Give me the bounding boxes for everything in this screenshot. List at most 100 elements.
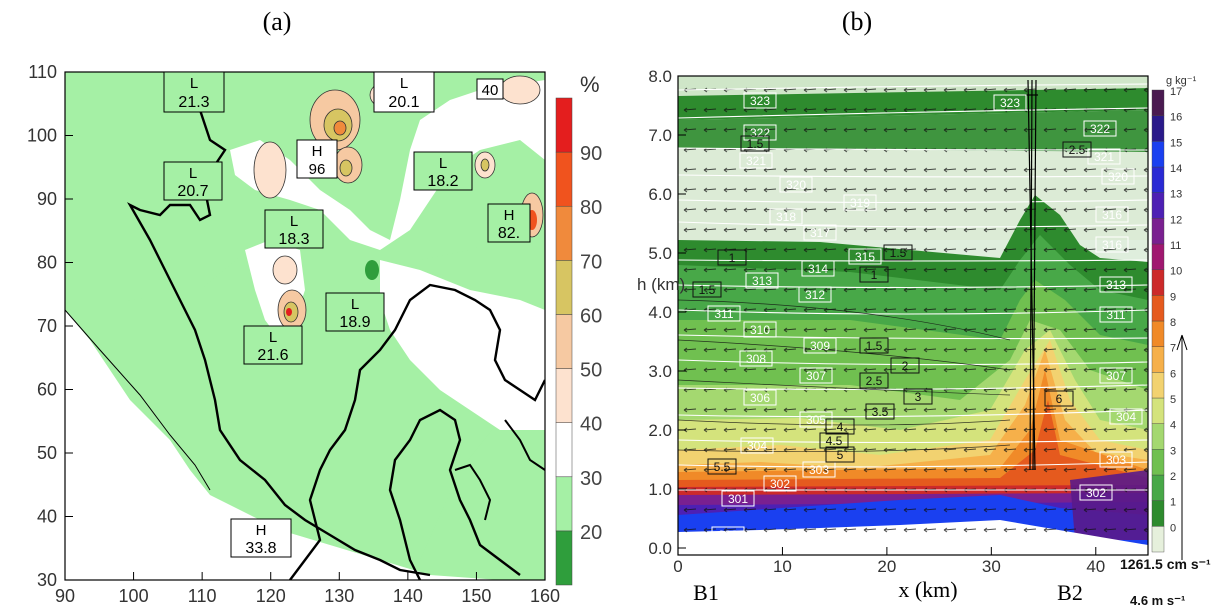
theta-label-box (769, 208, 803, 225)
colorbar-swatch (1151, 474, 1165, 501)
theta-label: 310 (750, 323, 770, 337)
theta-label: 321 (746, 154, 766, 168)
q-label: 6 (1056, 392, 1063, 406)
colorbar-tick-label: 6 (1170, 368, 1176, 380)
q-label-box (825, 418, 855, 435)
q-label: 4 (837, 420, 844, 434)
theta-label: 315 (855, 250, 875, 264)
y-tick-label: 40 (37, 507, 57, 527)
q-label-box (903, 388, 933, 405)
q-label-box (1044, 390, 1074, 407)
colorbar-swatch (555, 530, 573, 586)
y-tick-label: 70 (37, 316, 57, 336)
svg-text:H: H (504, 207, 515, 224)
colorbar-swatch (1151, 372, 1165, 399)
theta-label-box (848, 248, 882, 265)
theta-label-box (779, 176, 813, 193)
theta-label-box (1079, 484, 1113, 501)
q-label: 2.5 (866, 374, 883, 388)
y-tick-label: 60 (37, 380, 57, 400)
theta-label-box (798, 286, 832, 303)
y-tick-label: 6.0 (648, 185, 672, 204)
svg-text:L: L (351, 296, 359, 313)
annotation-box-l-21-3: L 21.3 (163, 71, 225, 113)
colorbar-swatch (555, 260, 573, 315)
theta-label: 307 (806, 369, 826, 383)
theta-label-box (743, 124, 777, 141)
white-region-sw (65, 310, 500, 580)
svg-text:20.1: 20.1 (388, 94, 419, 111)
x-tick-label: 130 (324, 586, 354, 606)
annotation-box-l-18-9: L 18.9 (325, 292, 385, 332)
theta-label-box (711, 526, 745, 543)
colorbar-swatch (1151, 449, 1165, 476)
panel-a-map: L 21.3 L 20.1 40 H 96 L 18.2 L 20.7 (27, 62, 560, 606)
q-label: 5.5 (714, 460, 731, 474)
q-label: 2 (902, 359, 909, 373)
y-tick-label: 7.0 (648, 126, 672, 145)
svg-text:L: L (439, 155, 447, 172)
colorbar-swatch (555, 476, 573, 532)
panel-b-b2-label: B2 (1057, 580, 1083, 605)
q-label: 2.5 (1069, 143, 1086, 157)
theta-label-box (707, 305, 741, 322)
colorbar-tick-label: 1 (1170, 497, 1176, 509)
svg-text:40: 40 (482, 82, 499, 99)
theta-label: 320 (786, 178, 806, 192)
panel-a-label: (a) (263, 7, 292, 36)
colorbar-tick-label: 60 (580, 305, 602, 327)
q-label: 5 (837, 448, 844, 462)
annotation-box-h-33-8: H 33.8 (230, 518, 292, 558)
q-label-box (859, 372, 889, 389)
x-tick-label: 150 (461, 586, 491, 606)
annotation-box-l-18-2: L 18.2 (413, 151, 473, 191)
theta-label-box (802, 461, 836, 478)
x-tick-label: 10 (773, 557, 792, 576)
x-tick-label: 100 (119, 586, 149, 606)
svg-text:96: 96 (309, 161, 326, 178)
colorbar-tick-label: 8 (1170, 317, 1176, 329)
svg-text:L: L (189, 165, 197, 182)
colorbar-tick-label: 40 (580, 414, 602, 436)
y-tick-label: 30 (37, 570, 57, 590)
theta-label-box (799, 367, 833, 384)
annotation-box-l-20-1: L 20.1 (373, 71, 435, 113)
vector-scale-vertical: 4.6 m s⁻¹ (1130, 593, 1185, 608)
x-tick-label: 160 (530, 586, 560, 606)
colorbar-tick-label: 15 (1170, 137, 1182, 149)
colorbar-swatch (1151, 320, 1165, 347)
x-tick-label: 110 (188, 586, 217, 606)
colorbar-tick-label: 10 (1170, 266, 1182, 278)
svg-text:20.7: 20.7 (177, 183, 208, 200)
vector-scale-horizontal: 1261.5 cm s⁻¹ (1120, 556, 1211, 572)
q-label: 1.5 (890, 246, 907, 260)
panel-b-ylabel: h (km) (637, 275, 685, 294)
q-label: 1.5 (747, 137, 764, 151)
panel-a-colorbar-unit: % (580, 72, 600, 97)
y-tick-label: 8.0 (648, 67, 672, 86)
svg-text:18.3: 18.3 (278, 231, 309, 248)
theta-label-box (1099, 306, 1133, 323)
q-label-box (859, 337, 889, 354)
x-tick-label: 120 (256, 586, 286, 606)
theta-label: 307 (1106, 369, 1126, 383)
colorbar-tick-label: 2 (1170, 471, 1176, 483)
theta-label: 303 (1106, 453, 1126, 467)
theta-label: 306 (750, 391, 770, 405)
colorbar-swatch (1151, 346, 1165, 373)
q-label: 1.5 (699, 283, 716, 297)
annotation-box-l-21-6: L 21.6 (243, 325, 303, 365)
theta-label: 314 (808, 262, 828, 276)
panel-a-colorbar: 20 30 40 50 60 70 80 90 (555, 97, 602, 586)
colorbar-tick-label: 90 (580, 143, 602, 165)
panel-b-xlabel: x (km) (898, 577, 957, 602)
svg-text:H: H (256, 522, 267, 539)
colorbar-tick-label: 11 (1170, 240, 1181, 252)
white-region-east (380, 260, 545, 430)
colorbar-swatch (1151, 269, 1165, 296)
colorbar-tick-label: 17 (1170, 86, 1182, 98)
theta-label-box (763, 475, 797, 492)
colorbar-swatch (1151, 526, 1165, 553)
colorbar-swatch (555, 151, 573, 207)
